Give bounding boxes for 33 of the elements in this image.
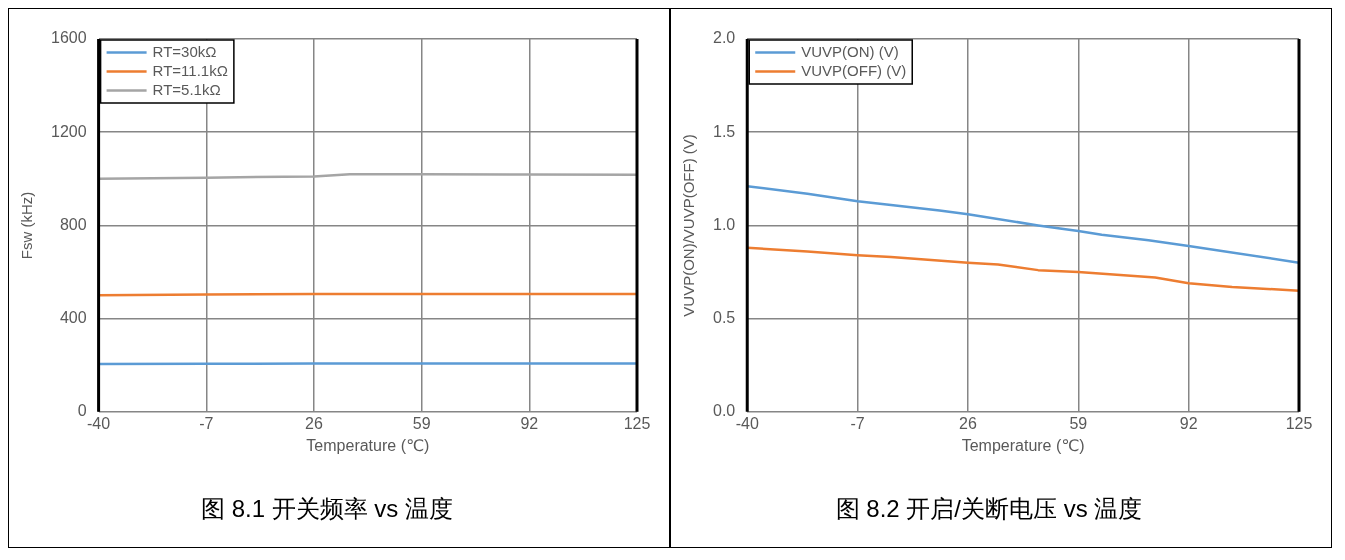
y-tick-label: 800 <box>59 215 87 233</box>
x-tick-label: 59 <box>1069 414 1088 432</box>
x-tick-label: 26 <box>305 414 323 432</box>
x-tick-label: -40 <box>735 414 759 432</box>
y-tick-label: 400 <box>59 309 87 327</box>
text: 图 8.2 开启/关断电压 vs 温度 <box>835 495 1143 523</box>
y-axis-title: Fsw (kHz) <box>18 191 36 260</box>
y-tick-label: 1.0 <box>712 215 736 233</box>
y-tick-label: 0.0 <box>712 402 736 420</box>
x-axis-title: Temperature (℃) <box>961 437 1085 455</box>
x-tick-label: -7 <box>199 414 214 432</box>
y-tick-label: 1600 <box>51 29 87 47</box>
x-tick-label: 92 <box>520 414 539 432</box>
legend-label: RT=30kΩ <box>152 42 217 60</box>
x-tick-label: 26 <box>959 414 977 432</box>
x-tick-label: -7 <box>850 414 865 432</box>
legend-label: VUVP(ON) (V) <box>801 42 899 60</box>
legend-label: VUVP(OFF) (V) <box>801 61 907 79</box>
y-tick-label: 2.0 <box>712 29 736 47</box>
y-tick-label: 1.5 <box>712 122 736 140</box>
y-tick-label: 1200 <box>51 122 87 140</box>
text: 图 8.1 开关频率 vs 温度 <box>200 495 454 523</box>
x-tick-label: 92 <box>1179 414 1198 432</box>
y-tick-label: 0.5 <box>712 309 736 327</box>
y-axis-title: VUVP(ON)/VUVP(OFF) (V) <box>680 134 698 317</box>
y-tick-label: 0 <box>77 402 87 420</box>
legend-label: RT=5.1kΩ <box>152 80 221 98</box>
x-tick-label: 125 <box>623 414 651 432</box>
x-axis-title: Temperature (℃) <box>306 437 430 455</box>
x-tick-label: 125 <box>1285 414 1313 432</box>
legend-label: RT=11.1kΩ <box>152 61 228 79</box>
x-tick-label: 59 <box>412 414 431 432</box>
x-tick-label: -40 <box>87 414 111 432</box>
